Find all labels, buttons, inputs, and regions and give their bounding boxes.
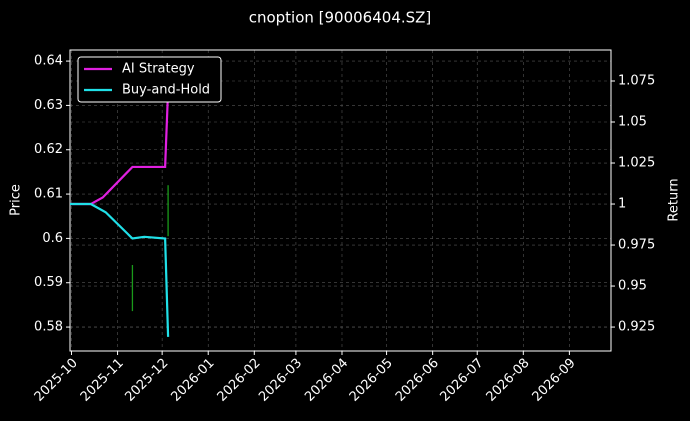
y2-tick-label: 0.925 (618, 320, 655, 335)
y-tick-label: 0.61 (34, 187, 63, 202)
chart-title: cnoption [90006404.SZ] (249, 9, 432, 27)
y2-tick-label: 0.975 (618, 238, 655, 253)
y2-tick-label: 1 (618, 197, 626, 212)
legend-box (77, 56, 222, 103)
y2-axis-label: Return (667, 178, 682, 221)
legend-label: AI Strategy (122, 62, 195, 77)
plot-frame (69, 49, 612, 352)
y-tick-label: 0.64 (34, 54, 63, 69)
series-line (70, 202, 170, 337)
y2-tick-label: 1.075 (618, 74, 655, 89)
y-tick-label: 0.63 (34, 98, 63, 113)
y-tick-label: 0.62 (34, 142, 63, 157)
y2-tick-label: 1.05 (618, 115, 647, 130)
y2-tick-label: 1.025 (618, 156, 655, 171)
y-tick-label: 0.59 (34, 275, 63, 290)
y-axis-label: Price (9, 184, 24, 216)
y-tick-label: 0.58 (34, 320, 63, 335)
y2-tick-label: 0.95 (618, 279, 647, 294)
legend-label: Buy-and-Hold (122, 83, 210, 98)
y-tick-label: 0.6 (42, 231, 63, 246)
